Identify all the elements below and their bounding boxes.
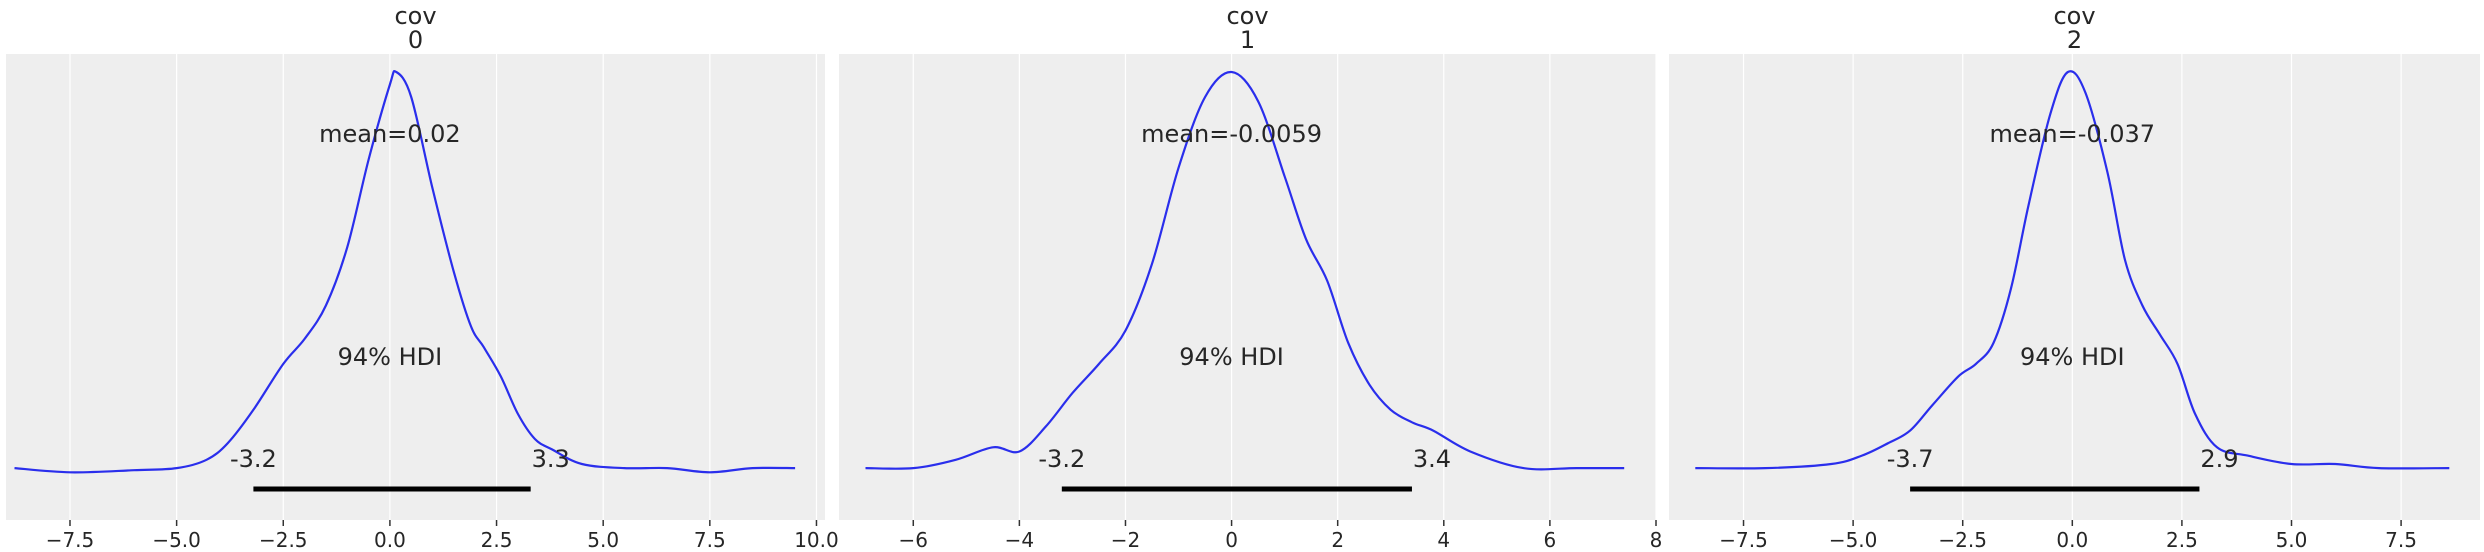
hdi-lower-label: -3.2 [230, 445, 277, 473]
density-curve [1695, 70, 2450, 470]
x-tick-label: 0.0 [374, 528, 406, 552]
x-tick-label: 10.0 [794, 528, 839, 552]
plot-area [839, 54, 1656, 520]
panel-cov-0: −7.5 −5.0 −2.5 0.0 2.5 5.0 7.5 10.0 mean=0.02 94%… [6, 2, 839, 552]
x-tick-label: −5.0 [1829, 528, 1878, 552]
mean-label: mean=-0.0059 [1141, 120, 1322, 148]
x-tick-label: 4 [1437, 528, 1450, 552]
mean-label: mean=-0.037 [1990, 120, 2156, 148]
hdi-label: 94% HDI [338, 343, 443, 371]
x-tick-label: −7.5 [46, 528, 95, 552]
panel-title-index: 2 [2067, 26, 2082, 54]
hdi-upper-label: 3.4 [1413, 445, 1451, 473]
x-tick-label: 7.5 [2385, 528, 2417, 552]
panel-title-var: cov [1226, 2, 1268, 30]
panel-cov-1: −6 −4 −2 0 2 4 6 8 mean=-0.0059 94% HDI -3.2 3.4 cov… [839, 2, 1662, 552]
x-tick-label: 6 [1544, 528, 1557, 552]
x-tick-label: 0 [1225, 528, 1238, 552]
x-tick-label: −2.5 [1938, 528, 1987, 552]
hdi-lower-label: -3.7 [1887, 445, 1934, 473]
x-tick-label: −2.5 [259, 528, 308, 552]
x-tick-label: 2.5 [481, 528, 513, 552]
x-tick-label: −7.5 [1719, 528, 1768, 552]
hdi-label: 94% HDI [1179, 343, 1284, 371]
x-tick-label: 8 [1650, 528, 1663, 552]
mean-label: mean=0.02 [319, 120, 461, 148]
plot-area [1669, 54, 2480, 520]
x-tick-label: 7.5 [694, 528, 726, 552]
hdi-lower-label: -3.2 [1038, 445, 1085, 473]
x-tick-label: 0.0 [2056, 528, 2088, 552]
panel-title-index: 0 [408, 26, 423, 54]
x-tick-label: 5.0 [2276, 528, 2308, 552]
hdi-label: 94% HDI [2020, 343, 2125, 371]
plot-area [6, 54, 825, 520]
x-tick-label: 5.0 [587, 528, 619, 552]
x-tick-label: 2.5 [2166, 528, 2198, 552]
x-tick-label: −6 [899, 528, 928, 552]
hdi-upper-label: 2.9 [2200, 445, 2238, 473]
x-tick-label: −2 [1111, 528, 1140, 552]
x-tick-label: 2 [1331, 528, 1344, 552]
panel-cov-2: −7.5 −5.0 −2.5 0.0 2.5 5.0 7.5 mean=-0.037 94% H… [1669, 2, 2480, 552]
panel-title-var: cov [394, 2, 436, 30]
panel-title-var: cov [2053, 2, 2095, 30]
panel-title-index: 1 [1240, 26, 1255, 54]
x-tick-label: −5.0 [152, 528, 201, 552]
density-curve [14, 69, 796, 474]
x-tick-label: −4 [1005, 528, 1034, 552]
density-curve [865, 70, 1625, 471]
hdi-upper-label: 3.3 [532, 445, 570, 473]
